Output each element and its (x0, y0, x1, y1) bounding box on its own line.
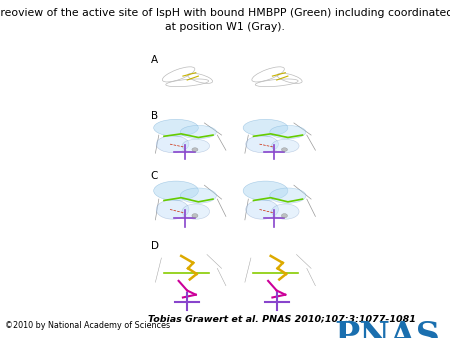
Ellipse shape (192, 148, 198, 151)
Text: B: B (151, 111, 158, 121)
Ellipse shape (180, 188, 216, 203)
Ellipse shape (180, 125, 216, 139)
Ellipse shape (153, 181, 198, 200)
Ellipse shape (270, 188, 306, 203)
Ellipse shape (153, 119, 198, 136)
Ellipse shape (156, 200, 189, 219)
Text: A: A (151, 55, 158, 65)
Ellipse shape (271, 204, 299, 219)
Ellipse shape (281, 214, 288, 218)
Ellipse shape (246, 136, 279, 153)
Text: Tobias Grawert et al. PNAS 2010;107:3:1077-1081: Tobias Grawert et al. PNAS 2010;107:3:10… (148, 314, 416, 323)
Ellipse shape (182, 139, 210, 153)
Text: ©2010 by National Academy of Sciences: ©2010 by National Academy of Sciences (5, 321, 170, 330)
Ellipse shape (243, 119, 288, 136)
Text: (A) Stereoview of the active site of IspH with bound HMBPP (Green) including coo: (A) Stereoview of the active site of Isp… (0, 8, 450, 18)
Ellipse shape (270, 125, 306, 139)
Ellipse shape (192, 214, 198, 218)
Ellipse shape (281, 148, 288, 151)
Text: PNAS: PNAS (334, 320, 440, 338)
Ellipse shape (243, 181, 288, 200)
Ellipse shape (271, 139, 299, 153)
Ellipse shape (246, 200, 279, 219)
Ellipse shape (182, 204, 210, 219)
Text: at position W1 (Gray).: at position W1 (Gray). (165, 22, 285, 32)
Text: D: D (151, 241, 159, 251)
Ellipse shape (156, 136, 189, 153)
Text: C: C (151, 171, 158, 182)
